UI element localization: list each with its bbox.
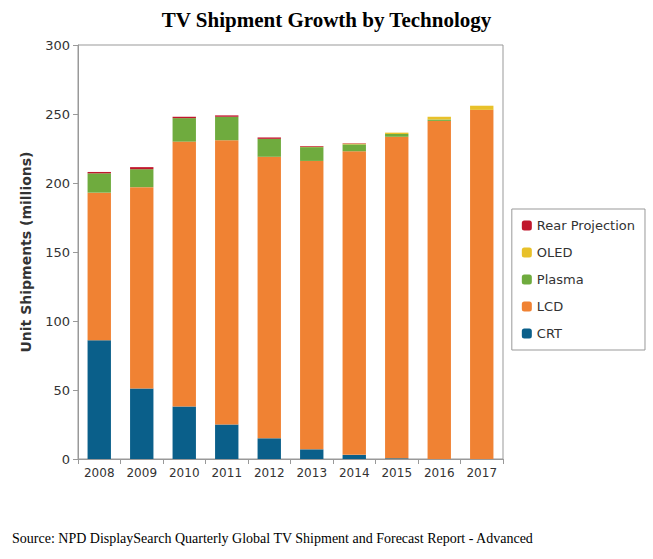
svg-text:2008: 2008: [84, 466, 115, 480]
svg-text:2013: 2013: [296, 466, 327, 480]
svg-text:300: 300: [45, 38, 70, 53]
svg-text:Source: NPD DisplaySearch Quar: Source: NPD DisplaySearch Quarterly Glob…: [12, 531, 533, 546]
svg-text:Rear Projection: Rear Projection: [537, 218, 635, 233]
svg-text:50: 50: [53, 383, 70, 398]
svg-text:100: 100: [45, 314, 70, 329]
svg-text:TV Shipment Growth by Technolo: TV Shipment Growth by Technology: [162, 8, 492, 32]
svg-text:0: 0: [62, 452, 70, 467]
svg-text:2015: 2015: [381, 466, 412, 480]
svg-text:2014: 2014: [339, 466, 370, 480]
svg-text:200: 200: [45, 176, 70, 191]
svg-text:LCD: LCD: [537, 299, 563, 314]
svg-text:CRT: CRT: [537, 326, 562, 341]
svg-text:2017: 2017: [466, 466, 497, 480]
svg-text:2010: 2010: [169, 466, 200, 480]
svg-text:250: 250: [45, 107, 70, 122]
svg-text:2016: 2016: [424, 466, 455, 480]
svg-text:OLED: OLED: [537, 245, 573, 260]
svg-text:2009: 2009: [126, 466, 157, 480]
svg-text:150: 150: [45, 245, 70, 260]
svg-text:2011: 2011: [211, 466, 242, 480]
svg-text:Plasma: Plasma: [537, 272, 584, 287]
svg-text:2012: 2012: [254, 466, 285, 480]
svg-text:Unit Shipments (millions): Unit Shipments (millions): [18, 151, 34, 352]
